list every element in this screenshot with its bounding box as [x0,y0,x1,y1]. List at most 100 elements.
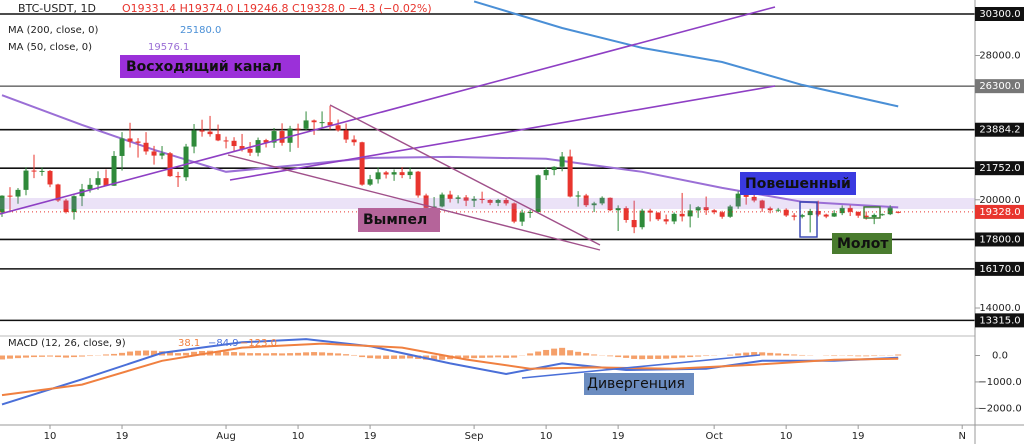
histogram-bar [743,352,750,356]
histogram-bar [223,351,230,356]
level-label-box [975,261,1024,276]
histogram-bar [231,352,238,356]
candle-body [143,142,149,152]
pennant-line [227,154,601,251]
indicator-line [1,342,899,397]
candle-body [799,215,805,217]
marks [0,0,975,406]
candle-body [887,207,893,215]
legend-name: MACD (12, 26, close, 9) [8,338,126,349]
x-tick-label: 19 [852,431,865,442]
legend-value: −123.0 [240,338,277,349]
candle-body [519,212,525,222]
pattern-box [799,201,818,238]
candle-body [231,140,237,147]
histogram-bar [487,355,494,358]
candle-body [663,219,669,222]
y-tick-label: 28000.0 [979,50,1020,61]
candle-body [247,148,253,153]
histogram-bar [791,354,798,356]
candle-body [615,208,621,211]
histogram-bar [183,352,190,356]
histogram-bar [263,353,270,356]
candle-body [159,153,165,156]
candle-body [279,131,285,143]
histogram-bar [663,355,670,359]
candle-body [111,155,117,186]
candle-body [343,130,349,140]
candle-body [559,156,565,167]
candle-body [55,184,61,201]
histogram-bar [495,355,502,358]
histogram-bar [31,355,38,358]
histogram-bar [679,355,686,358]
y-tick-label: 14000.0 [979,303,1020,314]
candle-body [863,215,869,218]
candle-body [871,214,877,218]
histogram-bar [295,352,302,356]
candle-body [207,131,213,135]
candle-body [655,212,661,220]
candle-body [47,170,53,185]
histogram-bar [583,353,590,356]
level-label: 23884.2 [979,125,1020,136]
histogram-bar [71,355,78,358]
candle-body [151,151,157,156]
candle-body [487,199,493,203]
legend-value: 19576.1 [148,42,189,53]
histogram-bar [895,354,902,356]
candle-body [479,198,485,200]
candle-body [759,200,765,209]
candle-body [743,193,749,197]
candle-body [327,122,333,126]
candle-body [575,195,581,197]
candle-body [807,210,813,216]
candle-body [15,189,21,197]
annotation: Вымпел [363,212,427,228]
annotation-box [832,233,892,254]
level-label-box [975,313,1024,328]
candle-body [719,212,725,217]
histogram-bar [631,355,638,359]
histogram-bar [735,353,742,356]
candle-body [87,184,93,190]
histogram-bar [727,354,734,356]
histogram-bar [103,354,110,356]
candle-body [855,211,861,216]
candle-body [823,214,829,217]
x-tick-label: 10 [44,431,57,442]
candle-body [727,206,733,217]
candle-body [527,212,533,214]
candle-body [471,198,477,201]
candle-body [7,195,13,197]
candle-body [119,138,125,156]
candle-body [335,125,341,131]
candle-body [583,195,589,206]
histogram-bar [111,353,118,356]
candle-body [239,146,245,149]
histogram-bar [351,354,358,356]
candle-body [791,215,797,217]
candle-body [879,214,885,216]
candle-body [599,197,605,204]
histogram-bar [567,350,574,356]
histogram-bar [343,354,350,356]
histogram-bar [647,355,654,359]
histogram-bar [471,355,478,359]
candle-body [199,130,205,132]
histogram-bar [271,353,278,356]
histogram-bar [167,352,174,356]
histogram-bar [559,347,566,356]
candle-body [815,210,821,215]
candle-body [319,122,325,124]
histogram-bar [255,353,262,356]
histogram-bar [463,355,470,359]
legend-value: 25180.0 [180,25,221,36]
candle-body [895,211,901,213]
histogram-bar [55,355,62,358]
candle-body [551,166,557,171]
histogram-bar [0,355,6,360]
candle-body [839,207,845,214]
candle-body [847,207,853,212]
histogram-bar [287,353,294,356]
